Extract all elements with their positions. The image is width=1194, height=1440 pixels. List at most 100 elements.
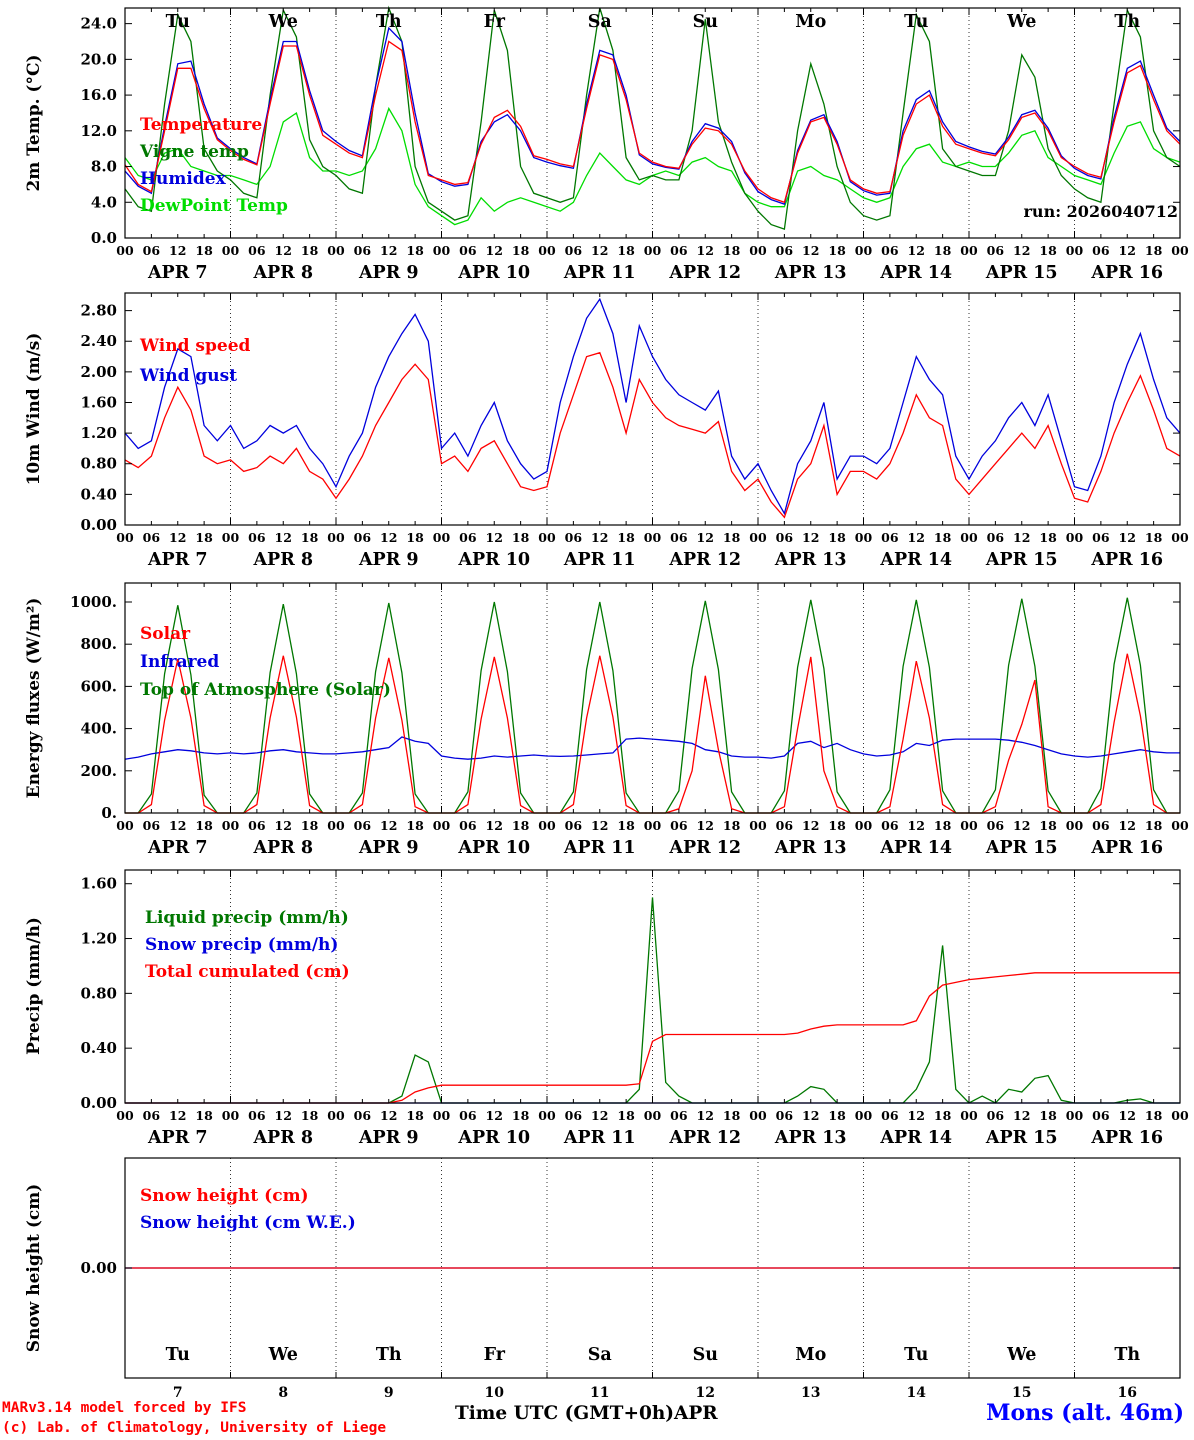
hour-tick-label: 12 xyxy=(908,818,925,833)
hour-tick-label: 00 xyxy=(855,243,873,258)
date-label: APR 10 xyxy=(457,550,530,570)
hour-tick-label: 00 xyxy=(538,818,556,833)
hour-tick-label: 00 xyxy=(749,530,767,545)
hour-tick-label: 00 xyxy=(960,818,978,833)
hour-tick-label: 18 xyxy=(406,530,424,545)
hour-tick-label: 06 xyxy=(248,530,266,545)
legend-wind-speed: Wind speed xyxy=(140,336,251,356)
date-label: APR 7 xyxy=(147,1128,208,1148)
day-number-label: 14 xyxy=(907,1385,927,1400)
legend-snow-height-we: Snow height (cm W.E.) xyxy=(140,1213,356,1233)
date-label: APR 14 xyxy=(879,550,952,570)
day-label: Th xyxy=(1114,12,1140,32)
precip-legend: Liquid precip (mm/h) Snow precip (mm/h) … xyxy=(145,905,350,986)
model-credit-line2: (c) Lab. of Climatology, University of L… xyxy=(2,1420,387,1436)
hour-tick-label: 06 xyxy=(881,530,899,545)
hour-tick-label: 18 xyxy=(828,818,846,833)
hour-tick-label: 06 xyxy=(565,243,583,258)
hour-tick-label: 00 xyxy=(222,818,240,833)
hour-tick-label: 12 xyxy=(380,243,397,258)
day-label: We xyxy=(1006,1345,1036,1365)
hour-tick-label: 12 xyxy=(1119,818,1136,833)
hour-tick-label: 00 xyxy=(1171,530,1189,545)
hour-tick-label: 12 xyxy=(380,1108,397,1123)
hour-tick-label: 00 xyxy=(749,818,767,833)
panel-snow-height: 0.00 Tu We Th Fr Sa Su Mo Tu We Th 7 8 9 10 11 12 13 14 15 1… xyxy=(0,1150,1194,1400)
hour-tick-label: 06 xyxy=(565,1108,583,1123)
day-label: Tu xyxy=(166,1345,190,1365)
hour-tick-label: 12 xyxy=(275,243,292,258)
hour-tick-label: 06 xyxy=(881,1108,899,1123)
hour-tick-label: 18 xyxy=(1145,243,1163,258)
hour-tick-label: 00 xyxy=(960,530,978,545)
precip-axis-title: Precip (mm/h) xyxy=(24,917,44,1055)
date-label: APR 13 xyxy=(774,550,847,570)
hour-tick-label: 00 xyxy=(538,243,556,258)
y-tick-label: 12.0 xyxy=(80,122,117,140)
hour-tick-label: 00 xyxy=(855,818,873,833)
hour-tick-label: 12 xyxy=(802,1108,819,1123)
hour-tick-label: 00 xyxy=(1066,243,1084,258)
hour-tick-label: 06 xyxy=(459,243,477,258)
wind-legend: Wind speed Wind gust xyxy=(140,331,250,391)
snow-axis-title: Snow height (cm) xyxy=(24,1183,44,1353)
date-label: APR 12 xyxy=(668,263,741,283)
date-label: APR 14 xyxy=(879,1128,952,1148)
hour-tick-label: 06 xyxy=(1092,530,1110,545)
y-tick-label: 16.0 xyxy=(80,86,117,104)
hour-tick-label: 00 xyxy=(327,1108,345,1123)
hour-tick-label: 12 xyxy=(169,243,186,258)
hour-tick-label: 18 xyxy=(723,243,741,258)
hour-tick-label: 00 xyxy=(538,1108,556,1123)
hour-tick-label: 06 xyxy=(354,1108,372,1123)
panel-precip: 0.00 0.40 0.80 1.20 1.60 00 06 12 18 00 06 12 18 00 06… xyxy=(0,860,1194,1150)
hour-tick-label: 06 xyxy=(248,818,266,833)
day-label: Tu xyxy=(904,1345,928,1365)
hour-tick-label: 00 xyxy=(749,1108,767,1123)
legend-snow-height: Snow height (cm) xyxy=(140,1186,309,1206)
date-label: APR 7 xyxy=(147,550,208,570)
panel-wind: 0.00 0.40 0.80 1.20 1.60 2.00 2.40 2.80 00 06 12 18… xyxy=(0,285,1194,575)
model-credit-line1: MARv3.14 model forced by IFS xyxy=(2,1400,247,1416)
series-total-cumulated xyxy=(125,972,1180,1104)
date-label: APR 16 xyxy=(1090,550,1163,570)
day-label: Sa xyxy=(588,1345,612,1365)
panel-temperature: 0.0 4.0 8.0 12.0 16.0 20.0 24.0 00 06 12 18 00 06 12 1… xyxy=(0,0,1194,285)
hour-tick-label: 06 xyxy=(776,1108,794,1123)
y-tick-label: 0.40 xyxy=(80,485,117,503)
date-label: APR 9 xyxy=(358,1128,419,1148)
day-number-label: 7 xyxy=(173,1385,183,1400)
y-tick-label: 24.0 xyxy=(80,15,117,33)
hour-tick-label: 12 xyxy=(591,243,608,258)
hour-tick-label: 12 xyxy=(486,530,503,545)
date-label: APR 11 xyxy=(563,550,636,570)
hour-tick-label: 12 xyxy=(908,1108,925,1123)
hour-tick-label: 18 xyxy=(828,1108,846,1123)
hour-tick-label: 18 xyxy=(301,530,319,545)
hour-tick-label: 06 xyxy=(987,243,1005,258)
hour-tick-label: 12 xyxy=(1013,1108,1030,1123)
hour-tick-label: 06 xyxy=(459,530,477,545)
legend-snow-precip: Snow precip (mm/h) xyxy=(145,935,339,955)
hour-tick-label: 18 xyxy=(617,243,635,258)
hour-tick-label: 06 xyxy=(354,243,372,258)
date-label: APR 11 xyxy=(563,1128,636,1148)
time-axis-label: Time UTC (GMT+0h)APR xyxy=(455,1403,718,1424)
hour-tick-label: 00 xyxy=(644,818,662,833)
hour-tick-label: 18 xyxy=(512,243,530,258)
date-label: APR 7 xyxy=(147,838,208,858)
hour-tick-label: 06 xyxy=(143,818,161,833)
y-tick-label: 4.0 xyxy=(91,193,117,211)
hour-tick-label: 00 xyxy=(116,1108,134,1123)
day-number-label: 15 xyxy=(1012,1385,1031,1400)
hour-tick-label: 00 xyxy=(1066,530,1084,545)
panel-energy-fluxes: 0. 200. 400. 600. 800. 1000. 00 06 12 18 00 06 12 18 0… xyxy=(0,575,1194,860)
hour-tick-label: 12 xyxy=(380,530,397,545)
day-label: Sa xyxy=(588,12,612,32)
date-label: APR 15 xyxy=(985,263,1058,283)
date-label: APR 15 xyxy=(985,838,1058,858)
date-label: APR 13 xyxy=(774,838,847,858)
day-label: We xyxy=(268,12,298,32)
energy-axis-title: Energy fluxes (W/m²) xyxy=(24,597,44,799)
date-label: APR 11 xyxy=(563,263,636,283)
